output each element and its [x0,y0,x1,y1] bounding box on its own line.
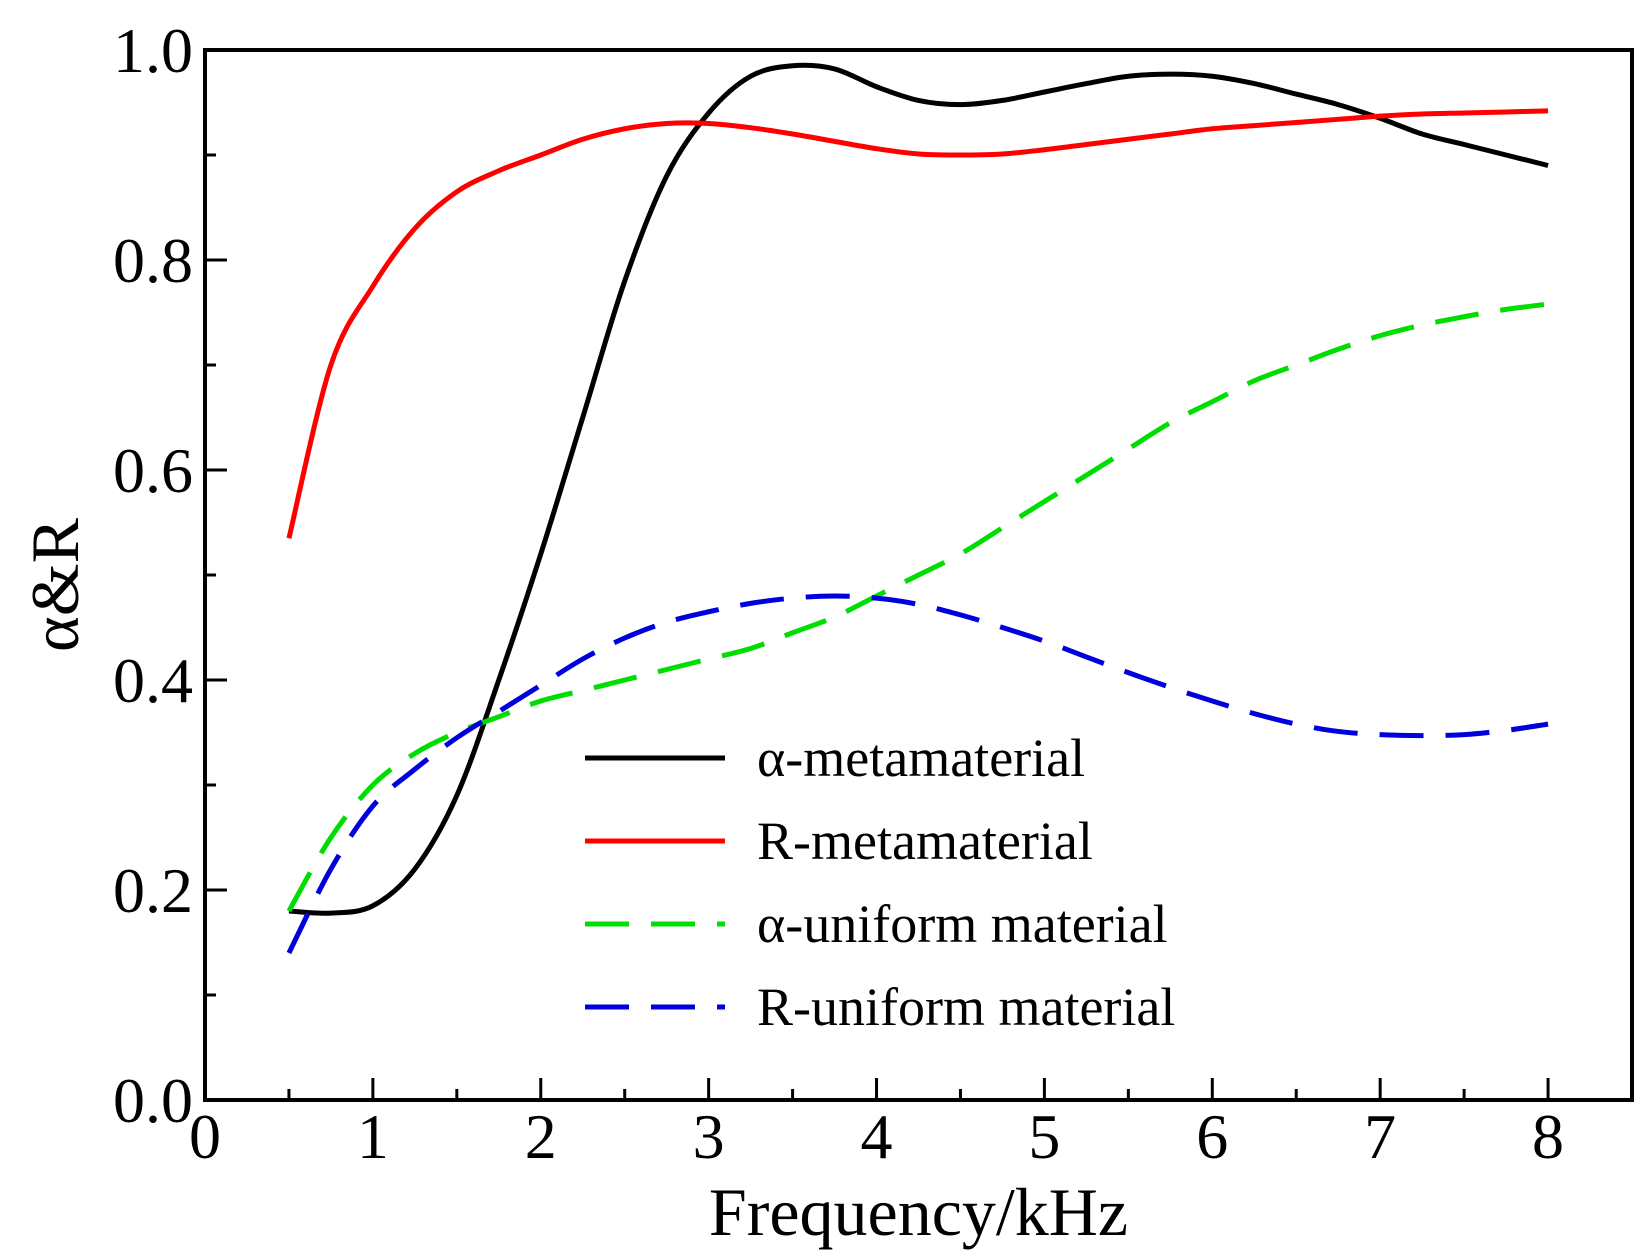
y-tick-label: 1.0 [113,15,193,86]
x-tick-label: 5 [1028,1101,1060,1172]
series-layer [286,62,1549,955]
x-tick-label: 2 [525,1101,557,1172]
series-line-1 [288,62,1549,916]
legend-label: R-uniform material [757,977,1175,1037]
legend-label: R-metamaterial [757,811,1093,871]
y-axis-title: α&R [17,517,93,652]
y-tick-label: 0.6 [113,435,193,506]
x-tick-label: 3 [693,1101,725,1172]
x-tick-label: 4 [861,1101,893,1172]
series-line-2 [286,108,1549,539]
ticks-layer [203,48,1634,1102]
y-tick-label: 0.0 [113,1065,193,1136]
legend-label: α-uniform material [757,894,1168,954]
x-tick-label: 8 [1532,1101,1564,1172]
x-tick-label: 6 [1196,1101,1228,1172]
y-tick-label: 0.8 [113,225,193,296]
y-tick-label: 0.2 [113,855,193,926]
series-line-4 [286,593,1549,955]
x-tick-label: 0 [189,1101,221,1172]
y-tick-label: 0.4 [113,645,193,716]
labels-layer: 0 1 2 3 4 5 6 7 8 0.0 0.2 0.4 0.6 0.8 1.0 [113,15,1564,1172]
x-axis-title: Frequency/kHz [709,1174,1128,1250]
x-tick-label: 7 [1364,1101,1396,1172]
x-tick-label: 1 [357,1101,389,1172]
legend-label: α-metamaterial [757,728,1085,788]
series-line-3 [286,301,1549,913]
legend: α-metamaterial R-metamaterial α-uniform ma… [585,728,1175,1037]
